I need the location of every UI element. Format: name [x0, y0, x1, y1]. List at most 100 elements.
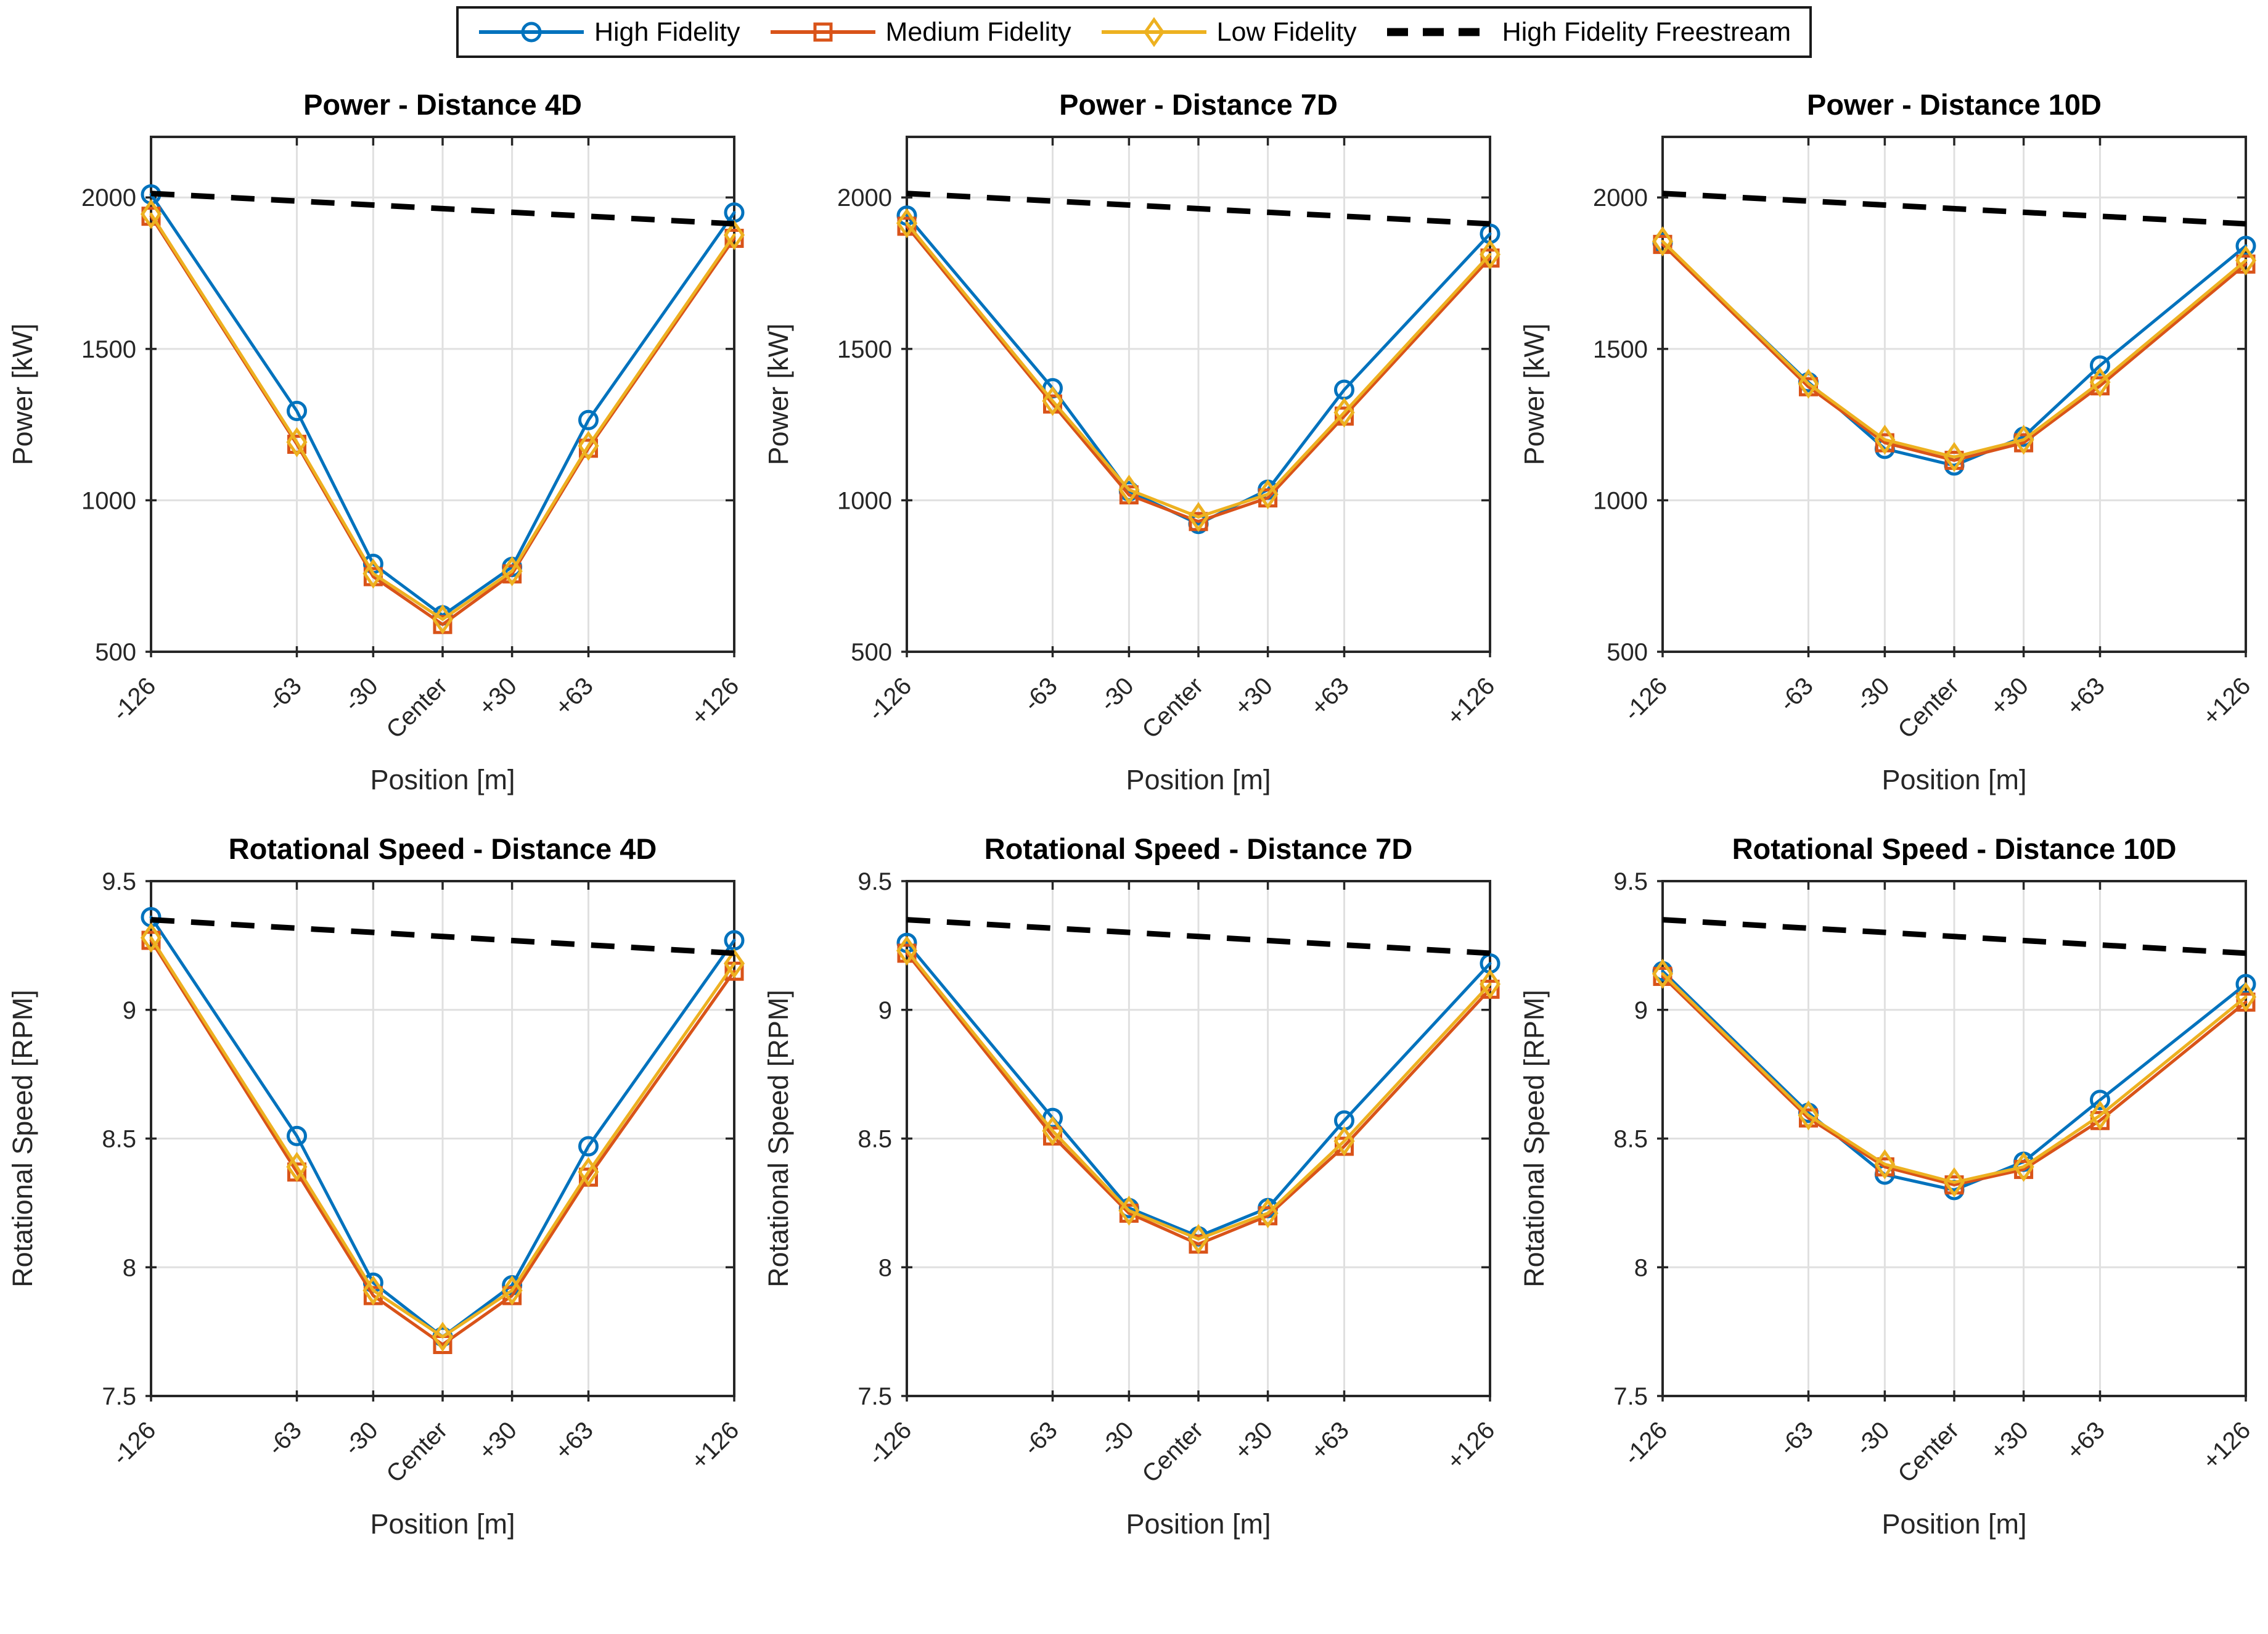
x-axis-label: Position [m] — [1881, 1508, 2026, 1540]
series-line-high-fidelity-freestream — [150, 191, 735, 227]
diamond-marker-icon — [1652, 226, 1674, 257]
x-tick-label: +126 — [2198, 1416, 2256, 1475]
y-tick-label: 1000 — [81, 487, 136, 514]
diamond-marker-icon — [896, 208, 918, 239]
power-7d-chart: Power - Distance 7D 500 1000 1500 2000 -126 -6… — [763, 88, 1501, 795]
x-tick-label: -63 — [1774, 672, 1819, 716]
legend-item-label: High Fidelity Freestream — [1502, 17, 1791, 47]
legend-item-label: High Fidelity — [594, 17, 740, 47]
chart-cell-power-10d: Power - Distance 10D 500 1000 1500 2000 -126 -… — [1512, 81, 2267, 826]
series-line-low-fidelity — [1661, 972, 2248, 1184]
x-tick-label: -126 — [107, 1416, 162, 1471]
square-marker-icon — [813, 22, 833, 42]
diamond-marker-icon — [1798, 368, 1819, 399]
legend: High Fidelity Medium Fidelity Low Fidelity… — [456, 6, 1812, 58]
legend-swatch-square-icon — [770, 22, 875, 42]
legend-item-high-fidelity-freestream: High Fidelity Freestream — [1385, 14, 1791, 51]
diamond-marker-icon — [1874, 424, 1896, 455]
chart-title: Rotational Speed - Distance 10D — [1732, 832, 2177, 865]
y-tick-label: 9.5 — [102, 868, 136, 895]
y-tick-label: 1500 — [81, 336, 136, 363]
diamond-marker-icon — [1479, 239, 1501, 269]
circle-marker-icon — [521, 22, 542, 43]
x-tick-label: +30 — [1985, 1416, 2034, 1465]
diamond-marker-icon — [1257, 479, 1279, 509]
diamond-marker-icon — [1479, 969, 1501, 1000]
diamond-marker-icon — [1042, 385, 1063, 416]
x-tick-label: -63 — [1018, 1416, 1063, 1461]
diamond-marker-icon — [578, 1157, 599, 1188]
y-tick-label: 500 — [851, 639, 892, 666]
diamond-marker-icon — [723, 220, 745, 250]
y-tick-label: 2000 — [837, 184, 892, 211]
series-line-low-fidelity — [905, 221, 1492, 519]
diamond-marker-icon — [432, 1321, 454, 1352]
x-tick-label: +30 — [473, 1416, 522, 1465]
x-tick-label: Center — [1893, 672, 1964, 744]
diamond-marker-icon — [286, 1152, 308, 1182]
y-axis-label: Rotational Speed [RPM] — [1518, 990, 1550, 1287]
diamond-marker-icon — [2089, 1100, 2111, 1131]
circle-marker-icon — [287, 1125, 307, 1146]
x-axis-label: Position [m] — [370, 1508, 515, 1540]
y-axis-label: Rotational Speed [RPM] — [7, 990, 38, 1287]
diamond-marker-icon — [1943, 441, 1965, 472]
diamond-marker-icon — [286, 427, 308, 458]
diamond-marker-icon — [1943, 1167, 1965, 1197]
series-line-high-fidelity — [1661, 969, 2248, 1192]
series-line-high-fidelity-freestream — [150, 917, 735, 956]
legend-item-low-fidelity: Low Fidelity — [1100, 14, 1357, 51]
circle-marker-icon — [2090, 355, 2110, 376]
y-axis-label: Rotational Speed [RPM] — [763, 990, 794, 1287]
diamond-marker-icon — [2013, 1152, 2034, 1182]
x-tick-label: +30 — [473, 672, 522, 721]
x-tick-label: -63 — [1018, 672, 1063, 716]
x-tick-label: -63 — [263, 1416, 307, 1461]
series-line-medium-fidelity — [1661, 242, 2248, 462]
series-line-low-fidelity — [149, 212, 736, 621]
y-tick-label: 8 — [878, 1254, 892, 1281]
diamond-marker-icon — [1042, 1115, 1063, 1146]
series-line-medium-fidelity — [1661, 975, 2248, 1187]
y-axis-label: Power [kW] — [763, 323, 794, 465]
y-tick-label: 500 — [1607, 639, 1648, 666]
y-tick-label: 2000 — [81, 184, 136, 211]
x-tick-label: -63 — [263, 672, 307, 716]
diamond-marker-icon — [501, 1275, 523, 1306]
diamond-marker-icon — [2013, 424, 2034, 455]
x-tick-label: -30 — [339, 1416, 383, 1461]
series-line-medium-fidelity — [905, 224, 1492, 523]
diamond-marker-icon — [1257, 1198, 1279, 1228]
diamond-marker-icon — [2235, 245, 2257, 276]
diamond-marker-icon — [140, 922, 162, 953]
y-tick-label: 500 — [95, 639, 136, 666]
x-tick-label: -126 — [107, 672, 162, 726]
series-line-high-fidelity-freestream — [906, 917, 1491, 956]
legend-swatch-diamond-icon — [1101, 17, 1206, 47]
diamond-marker-icon — [362, 558, 384, 589]
chart-cell-rpm-4d: Rotational Speed - Distance 4D 7.5 8 8.5 9 9.… — [0, 826, 756, 1570]
diamond-marker-icon — [1187, 502, 1210, 532]
chart-cell-power-7d: Power - Distance 7D 500 1000 1500 2000 -126 -6… — [756, 81, 1512, 826]
diamond-marker-icon — [578, 430, 599, 461]
y-tick-label: 7.5 — [858, 1383, 892, 1410]
x-tick-label: +126 — [686, 1416, 745, 1475]
y-tick-label: 7.5 — [1613, 1383, 1648, 1410]
diamond-marker-icon — [896, 935, 918, 966]
diamond-marker-icon — [2235, 982, 2257, 1012]
x-tick-label: +63 — [2061, 1416, 2110, 1465]
diamond-marker-icon — [1118, 1196, 1140, 1226]
x-axis-label: Position [m] — [370, 764, 515, 795]
x-tick-label: +63 — [2061, 672, 2110, 721]
power-10d-chart: Power - Distance 10D 500 1000 1500 2000 -126 -… — [1518, 88, 2257, 795]
x-tick-label: +63 — [1306, 672, 1354, 721]
series-line-medium-fidelity — [905, 951, 1492, 1246]
x-tick-label: Center — [381, 1416, 452, 1488]
y-tick-label: 1500 — [837, 336, 892, 363]
x-tick-label: Center — [1893, 1416, 1964, 1488]
x-tick-label: Center — [381, 672, 452, 744]
charts-grid: Power - Distance 4D 500 1000 1500 2000 -126 -6… — [0, 81, 2268, 1570]
chart-cell-power-4d: Power - Distance 4D 500 1000 1500 2000 -126 -6… — [0, 81, 756, 826]
y-tick-label: 1000 — [837, 487, 892, 514]
diamond-marker-icon — [432, 604, 454, 634]
